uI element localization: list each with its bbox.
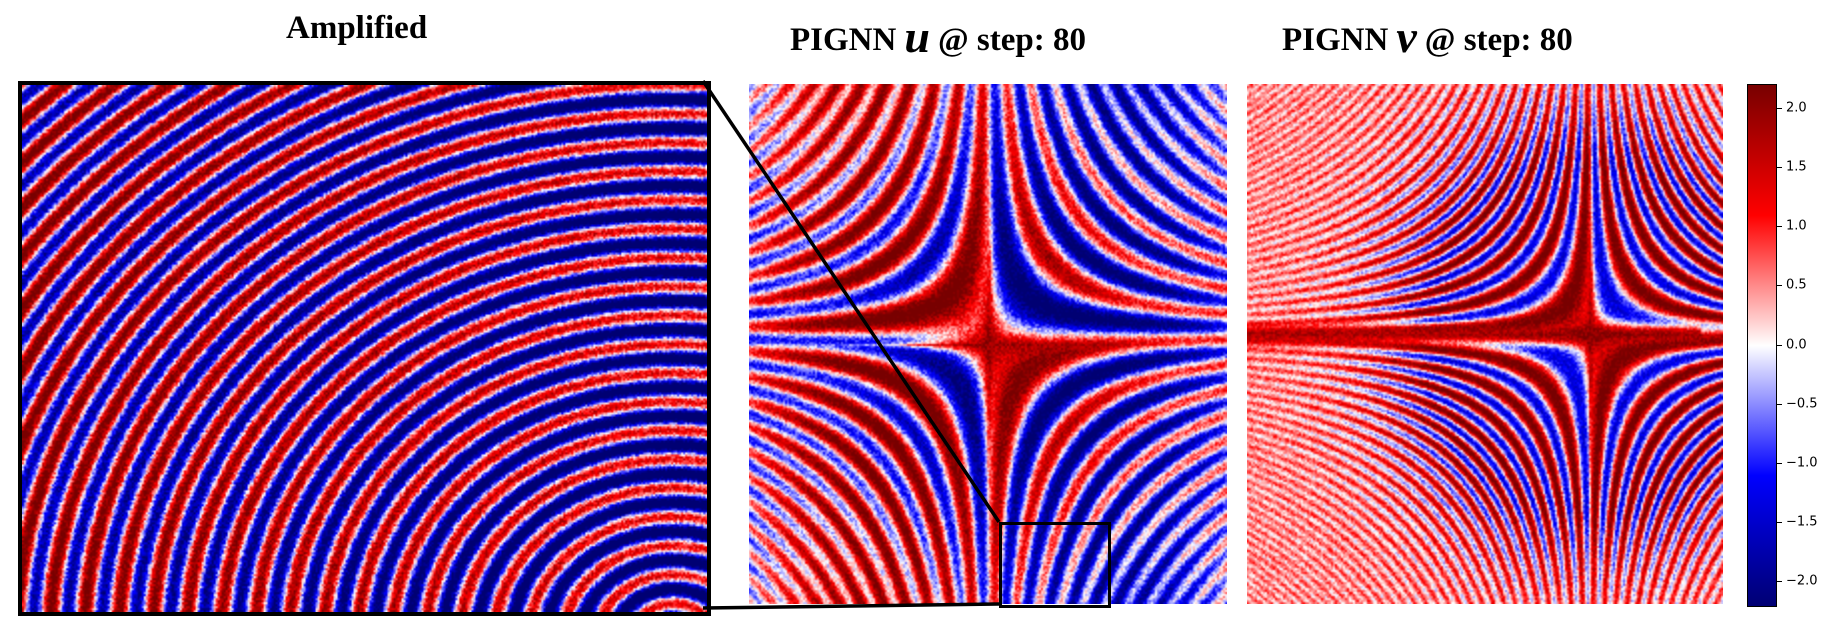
colorbar-tick (1776, 581, 1782, 582)
zoom-connector-bottom (703, 604, 999, 608)
colorbar-tick (1776, 226, 1782, 227)
colorbar (1747, 84, 1777, 607)
colorbar-tick (1776, 108, 1782, 109)
colorbar-tick-label: −1.0 (1786, 455, 1818, 470)
colorbar-tick-label: −0.5 (1786, 396, 1818, 411)
colorbar-tick (1776, 345, 1782, 346)
zoom-region-box (999, 522, 1111, 608)
colorbar-tick-label: 0.5 (1786, 278, 1807, 293)
colorbar-tick-label: 1.5 (1786, 159, 1807, 174)
v-title-prefix: PIGNN (1282, 22, 1388, 58)
v-title: PIGNN v @ step: 80 (1282, 10, 1573, 63)
colorbar-tick-label: 0.0 (1786, 337, 1807, 352)
colorbar-tick (1776, 404, 1782, 405)
v-symbol: v (1396, 11, 1416, 62)
colorbar-tick (1776, 522, 1782, 523)
amplified-heatmap (18, 81, 711, 616)
colorbar-tick (1776, 463, 1782, 464)
colorbar-tick (1776, 167, 1782, 168)
v-title-suffix: @ step: 80 (1425, 22, 1573, 58)
colorbar-tick-label: −2.0 (1786, 574, 1818, 589)
amplified-title: Amplified (286, 10, 427, 47)
u-symbol: u (904, 11, 930, 62)
v-field-heatmap (1247, 84, 1723, 604)
u-title: PIGNN u @ step: 80 (790, 10, 1086, 63)
u-field-heatmap (749, 84, 1227, 604)
colorbar-tick-label: −1.5 (1786, 515, 1818, 530)
colorbar-tick-label: 1.0 (1786, 219, 1807, 234)
u-title-prefix: PIGNN (790, 22, 896, 58)
colorbar-tick (1776, 285, 1782, 286)
u-title-suffix: @ step: 80 (938, 22, 1086, 58)
colorbar-tick-label: 2.0 (1786, 100, 1807, 115)
